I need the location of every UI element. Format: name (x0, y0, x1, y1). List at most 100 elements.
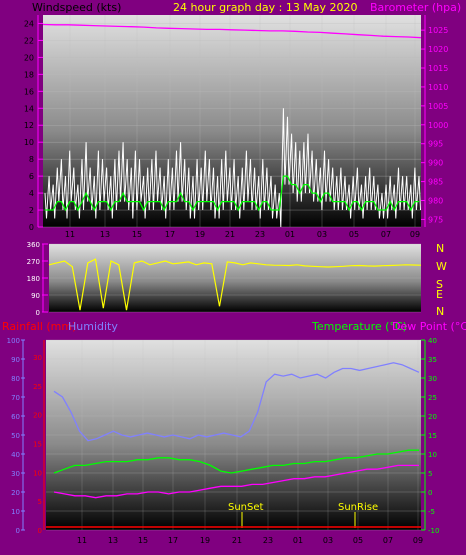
temperature-x-tick-label: 07 (383, 536, 393, 545)
windspeed-tick-label: 6 (29, 172, 34, 181)
barometer-tick-label: 1015 (428, 64, 448, 73)
direction-tick-label: 180 (27, 275, 40, 283)
barometer-axis-title: Barometer (hpa) (370, 1, 461, 14)
temperature-tick-label: 30 (428, 375, 437, 383)
windspeed-x-tick-label: 23 (255, 230, 265, 239)
humidity-tick-label: 30 (11, 470, 20, 478)
direction-tick-label: 270 (27, 258, 40, 266)
windspeed-axis-title: Windspeed (kts) (32, 1, 121, 14)
barometer-tick-label: 1005 (428, 102, 448, 111)
humidity-tick-label: 50 (11, 432, 20, 440)
windspeed-tick-label: 18 (24, 70, 34, 79)
windspeed-tick-label: 14 (24, 104, 34, 113)
dewpoint-axis-title: Dew Point (°C) (392, 320, 466, 333)
barometer-tick-label: 995 (428, 140, 443, 149)
windspeed-tick-label: 4 (29, 189, 34, 198)
windspeed-line (44, 108, 421, 228)
rainfall-axis-title: Rainfall (mm) (2, 320, 76, 333)
windspeed-tick-label: 8 (29, 155, 34, 164)
humidity-axis-title: Humidity (68, 320, 118, 333)
humidity-tick-label: 20 (11, 489, 20, 497)
temperature-x-tick-label: 19 (200, 536, 210, 545)
windspeed-x-tick-label: 19 (195, 230, 205, 239)
windspeed-tick-label: 10 (24, 138, 34, 147)
temperature-x-tick-label: 05 (353, 536, 363, 545)
temperature-x-tick-label: 01 (293, 536, 303, 545)
rainfall-tick-label: 15 (33, 441, 42, 449)
windspeed-x-tick-label: 07 (381, 230, 391, 239)
chart-title: 24 hour graph day : 13 May 2020 (173, 1, 358, 14)
humidity-tick-label: 10 (11, 508, 20, 516)
temperature-tick-label: 40 (428, 337, 437, 345)
windspeed-tick-label: 2 (29, 206, 34, 215)
humidity-tick-label: 60 (11, 413, 20, 421)
temperature-line (53, 449, 419, 474)
windspeed-x-tick-label: 15 (132, 230, 142, 239)
temperature-x-tick-label: 13 (108, 536, 118, 545)
windspeed-x-tick-label: 11 (65, 230, 75, 239)
rainfall-tick-label: 20 (33, 412, 42, 420)
humidity-tick-label: 100 (7, 337, 20, 345)
rainfall-tick-label: 0 (38, 527, 42, 535)
temperature-tick-label: 20 (428, 413, 437, 421)
windspeed-tick-label: 22 (24, 36, 34, 45)
compass-n-top: N (436, 242, 444, 255)
barometer-tick-label: 1020 (428, 45, 448, 54)
temperature-x-tick-label: 11 (77, 536, 87, 545)
humidity-line (53, 362, 420, 442)
compass-w: W (436, 260, 447, 273)
windspeed-tick-label: 20 (24, 53, 34, 62)
barometer-tick-label: 1000 (428, 121, 448, 130)
temperature-x-tick-label: 23 (263, 536, 273, 545)
direction-tick-label: 0 (36, 309, 40, 317)
temperature-tick-label: 0 (428, 489, 432, 497)
direction-tick-label: 360 (27, 241, 40, 249)
windspeed-x-tick-label: 01 (285, 230, 295, 239)
wind-average-line (45, 175, 419, 212)
windspeed-x-tick-label: 05 (349, 230, 359, 239)
windspeed-x-tick-label: 13 (100, 230, 110, 239)
temperature-tick-label: -10 (428, 527, 439, 535)
humidity-tick-label: 40 (11, 451, 20, 459)
temperature-x-tick-label: 15 (138, 536, 148, 545)
rainfall-tick-label: 30 (33, 354, 42, 362)
temperature-tick-label: 35 (428, 356, 437, 364)
sunset-label: SunSet (228, 502, 264, 513)
windspeed-x-tick-label: 17 (165, 230, 175, 239)
sunrise-label: SunRise (338, 502, 378, 513)
temperature-tick-label: 15 (428, 432, 437, 440)
barometer-tick-label: 980 (428, 197, 443, 206)
windspeed-tick-label: 0 (29, 223, 34, 232)
dewpoint-line (53, 464, 419, 499)
windspeed-tick-label: 16 (24, 87, 34, 96)
barometer-tick-label: 1010 (428, 83, 448, 92)
barometer-tick-label: 975 (428, 215, 443, 224)
temperature-tick-label: 5 (428, 470, 432, 478)
windspeed-tick-label: 12 (24, 121, 34, 130)
temperature-x-tick-label: 17 (168, 536, 178, 545)
direction-tick-label: 90 (31, 292, 40, 300)
barometer-tick-label: 1025 (428, 26, 448, 35)
windspeed-tick-label: 24 (24, 19, 34, 28)
temperature-x-tick-label: 09 (413, 536, 423, 545)
barometer-tick-label: 990 (428, 159, 443, 168)
temperature-x-tick-label: 21 (232, 536, 242, 545)
temperature-tick-label: -5 (428, 508, 435, 516)
temperature-x-tick-label: 03 (323, 536, 333, 545)
temperature-axis-title: Temperature (°C) (311, 320, 407, 333)
rainfall-tick-label: 5 (38, 498, 42, 506)
windspeed-x-tick-label: 09 (410, 230, 420, 239)
rainfall-tick-label: 10 (33, 469, 42, 477)
temperature-tick-label: 10 (428, 451, 437, 459)
humidity-tick-label: 70 (11, 394, 20, 402)
temperature-tick-label: 25 (428, 394, 437, 402)
barometer-line (42, 23, 422, 39)
wind-direction-line (48, 258, 422, 311)
humidity-tick-label: 0 (16, 527, 20, 535)
rainfall-tick-label: 25 (33, 383, 42, 391)
compass-e: E (436, 288, 443, 301)
windspeed-x-tick-label: 03 (317, 230, 327, 239)
barometer-tick-label: 985 (428, 178, 443, 187)
